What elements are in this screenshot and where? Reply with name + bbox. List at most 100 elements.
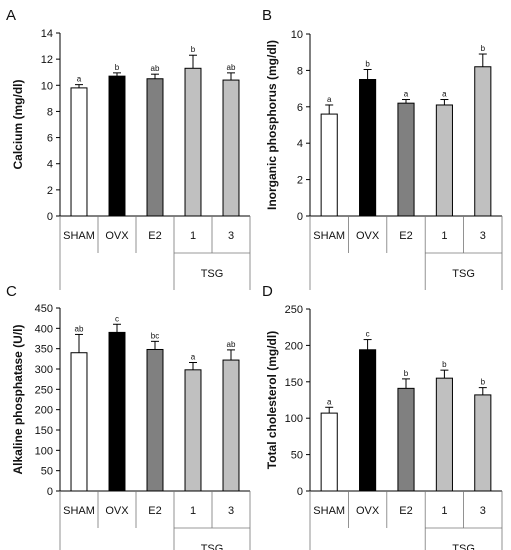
y-axis-title: Calcium (mg/dl) [11,79,25,169]
significance-label: a [327,95,332,104]
category-label: 1 [441,230,447,242]
group-label: TSG [201,268,224,280]
y-tick-label: 14 [41,28,53,40]
category-label: 1 [190,230,196,242]
y-tick-label: 50 [41,466,53,478]
bar [474,66,492,217]
bar [359,79,377,217]
category-label: E2 [399,505,412,517]
category-label: OVX [356,230,380,242]
significance-label: bc [151,331,159,340]
y-tick-label: 10 [41,80,53,92]
y-tick-label: 0 [47,211,53,223]
category-label: OVX [356,505,380,517]
y-tick-label: 250 [285,304,303,316]
y-tick-label: 12 [41,54,53,66]
y-tick-label: 200 [285,340,303,352]
category-label: E2 [399,230,412,242]
category-label: 1 [441,505,447,517]
significance-label: b [365,59,370,68]
y-tick-label: 4 [47,159,53,171]
y-tick-label: 2 [297,175,303,187]
significance-label: b [442,360,447,369]
panel-letter: A [6,7,16,24]
bar [70,87,88,217]
y-tick-label: 350 [35,344,53,356]
bar [435,104,453,217]
bar [320,113,338,217]
category-label: 3 [480,505,486,517]
y-tick-label: 0 [47,486,53,498]
group-label: TSG [201,543,224,550]
y-tick-label: 250 [35,384,53,396]
y-tick-label: 4 [297,138,303,150]
y-tick-label: 300 [35,364,53,376]
y-tick-label: 200 [35,405,53,417]
significance-label: b [404,369,409,378]
y-tick-label: 6 [47,133,53,145]
y-axis-title: Inorganic phosphorus (mg/dl) [265,40,279,210]
category-label: SHAM [63,505,95,517]
significance-label: a [404,90,409,99]
y-tick-label: 2 [47,185,53,197]
panel-letter: C [6,283,17,300]
chart-panel-b: B Inorganic phosphorus (mg/dl) 0 2 4 6 8 10 TSG a… [262,7,503,290]
bar [397,387,415,492]
y-tick-label: 8 [297,65,303,77]
significance-label: a [77,75,82,84]
y-tick-label: 50 [291,450,303,462]
category-label: 3 [480,230,486,242]
y-tick-label: 450 [35,303,53,315]
significance-label: a [327,397,332,406]
bar [108,75,126,217]
bar [474,394,492,492]
group-label: TSG [452,268,475,280]
bar [359,349,377,492]
category-label: OVX [105,230,129,242]
group-label: TSG [452,543,475,550]
category-label: OVX [105,505,129,517]
category-label: 3 [228,505,234,517]
y-axis-title: Total cholesterol (mg/dl) [265,331,279,469]
bar [184,369,202,492]
significance-label: b [191,45,196,54]
y-tick-label: 150 [285,377,303,389]
significance-label: a [442,90,447,99]
bar [320,412,338,492]
category-label: E2 [148,505,161,517]
bar [146,78,164,217]
bar [108,331,126,492]
bar [222,359,240,492]
significance-label: b [481,378,486,387]
significance-label: b [115,63,120,72]
chart-panel-a: A Calcium (mg/dl) 0 2 4 6 8 10 12 14 TSG a SHAM b OVX a… [6,7,251,290]
y-tick-label: 10 [291,29,303,41]
bar [146,348,164,492]
significance-label: ab [227,340,236,349]
significance-label: c [115,314,119,323]
chart-panel-c: C Alkaline phosphatase (U/l) 0 50 100 150 200 2… [6,283,251,550]
chart-panel-d: D Total cholesterol (mg/dl) 0 50 100 150 200 25… [262,283,503,550]
category-label: 1 [190,505,196,517]
category-label: SHAM [313,505,345,517]
y-axis-title: Alkaline phosphatase (U/l) [11,324,25,474]
y-tick-label: 100 [285,413,303,425]
significance-label: a [191,352,196,361]
significance-label: ab [151,64,160,73]
y-tick-label: 8 [47,106,53,118]
bar [222,79,240,217]
y-tick-label: 150 [35,425,53,437]
y-tick-label: 400 [35,323,53,335]
bar [397,102,415,217]
y-tick-label: 100 [35,445,53,457]
category-label: E2 [148,230,161,242]
significance-label: ab [75,324,84,333]
panel-letter: D [262,283,273,300]
category-label: SHAM [313,230,345,242]
bar [184,67,202,217]
category-label: 3 [228,230,234,242]
panel-letter: B [262,7,272,24]
category-label: SHAM [63,230,95,242]
